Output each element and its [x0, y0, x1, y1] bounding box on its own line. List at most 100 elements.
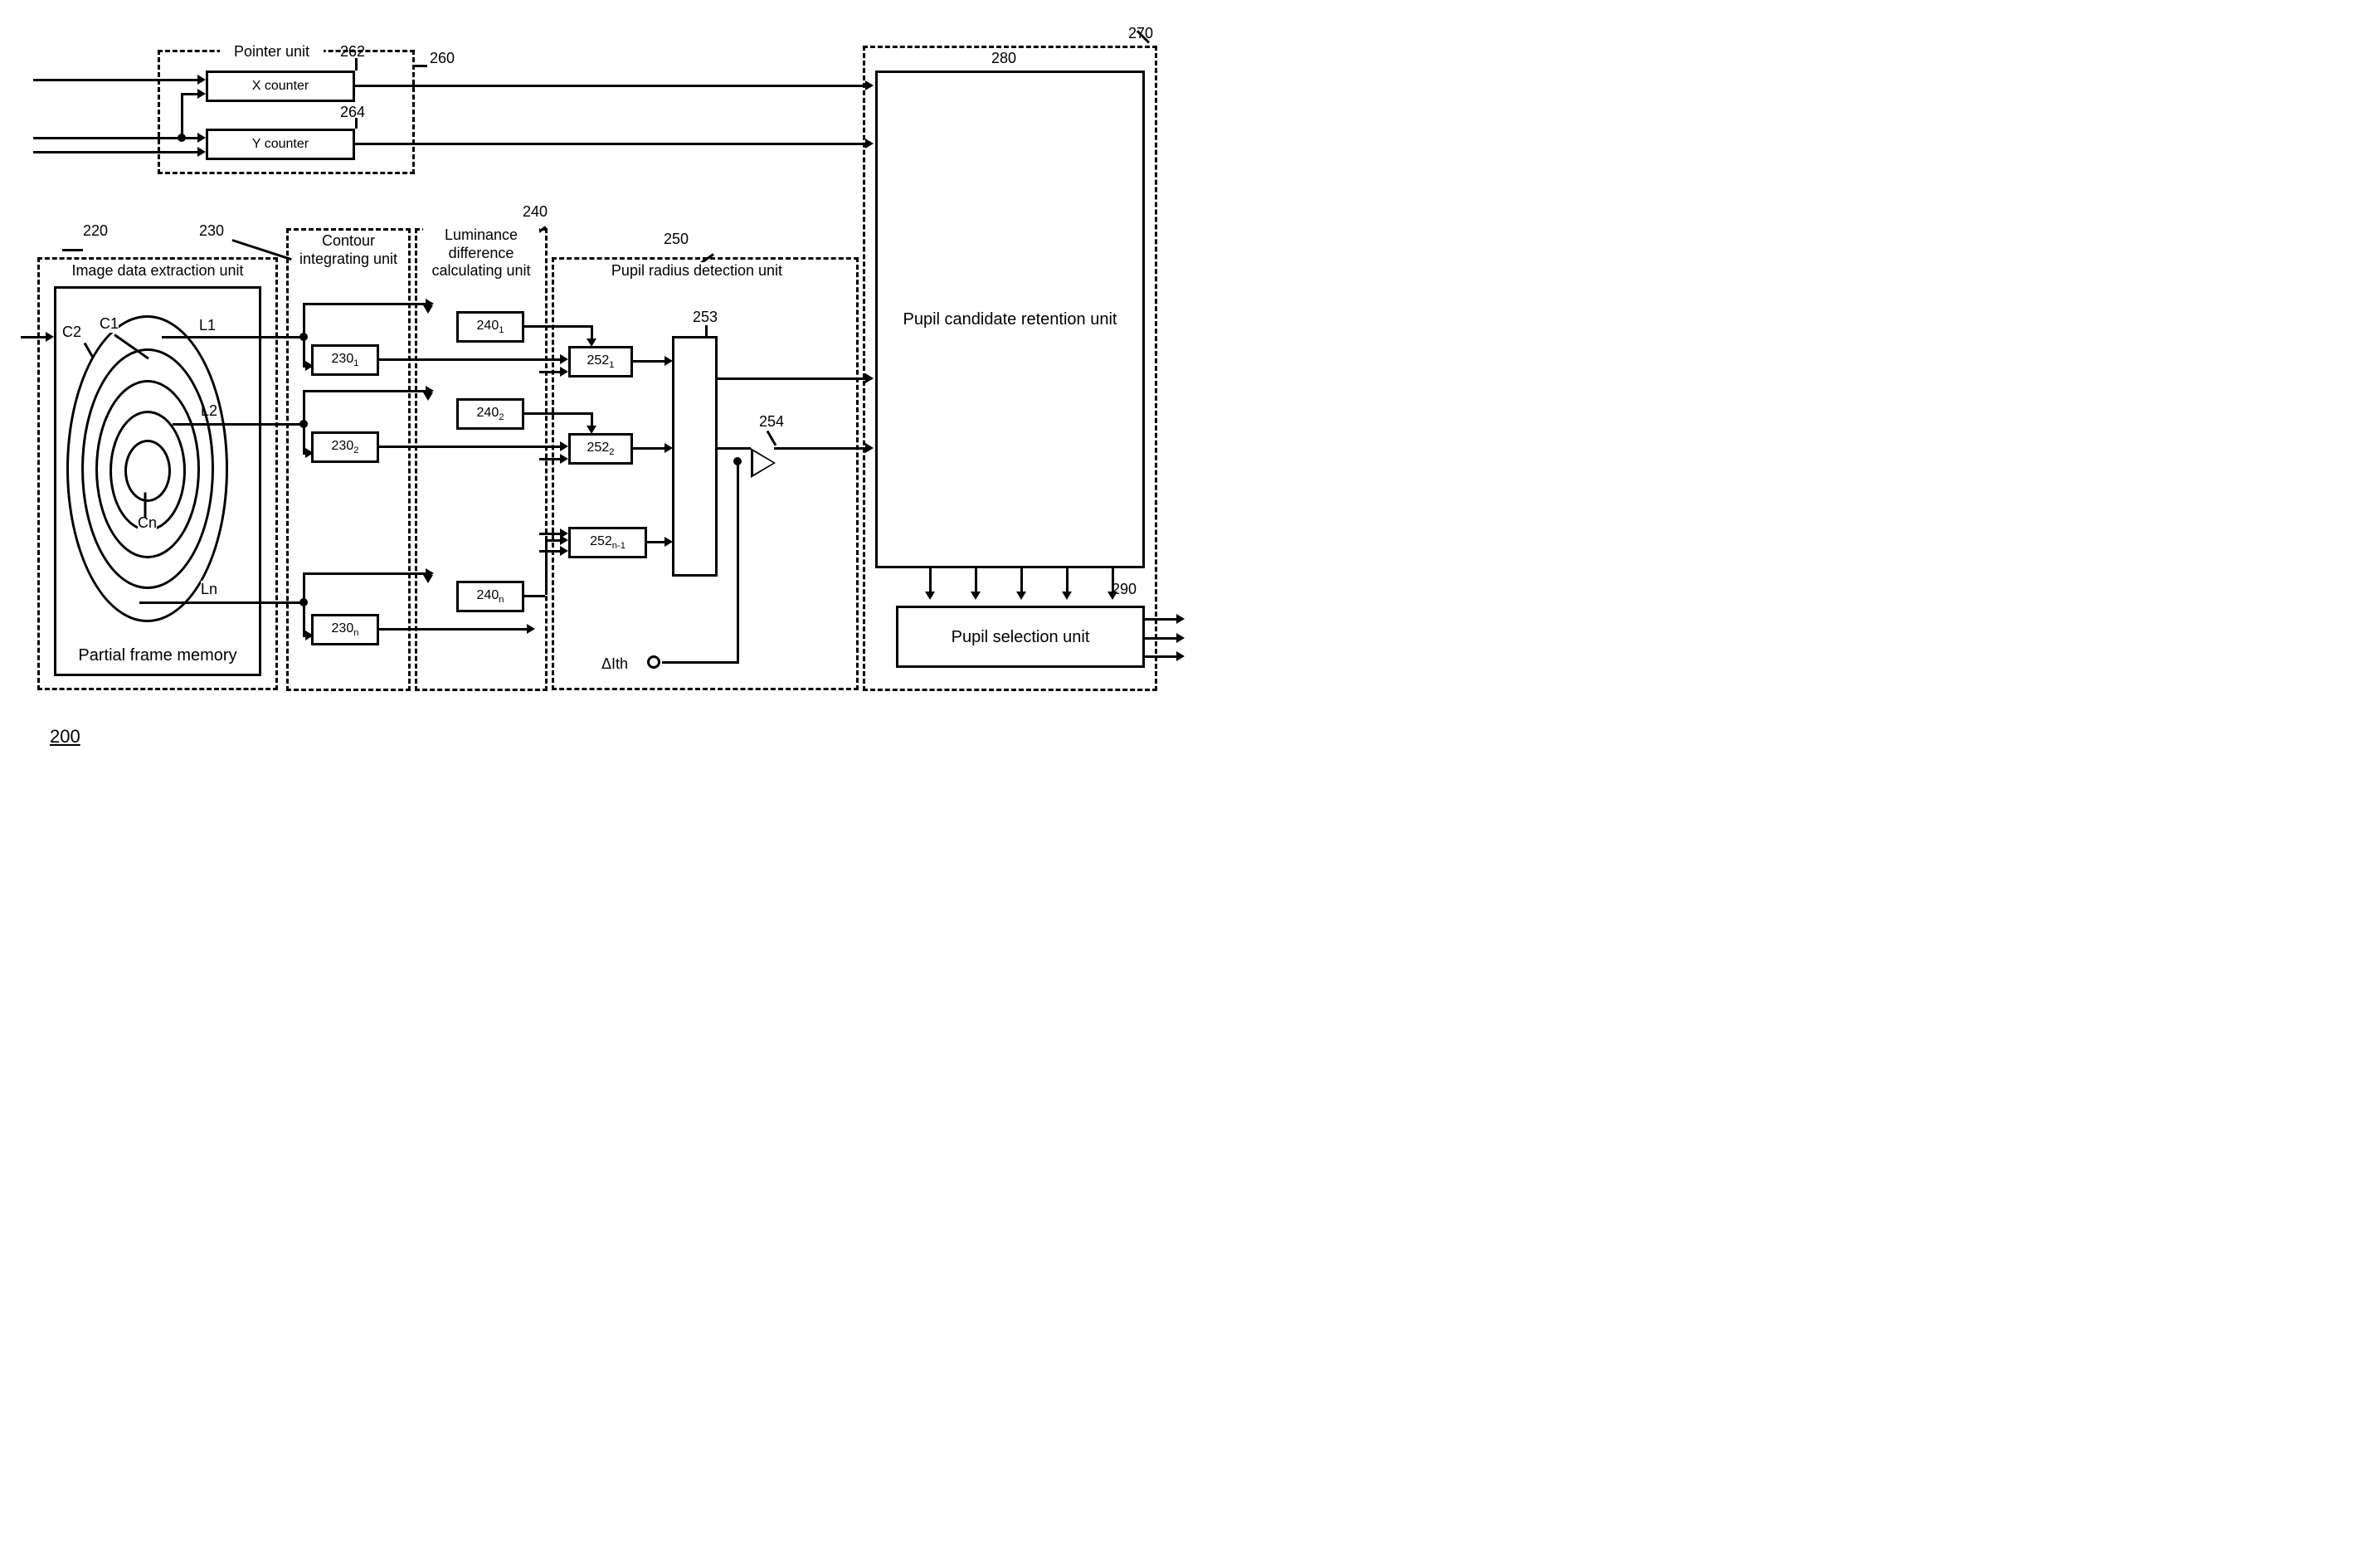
wire-to-ycounter-2: [33, 151, 199, 153]
ref-290: 290: [1112, 581, 1137, 598]
w-230-240-1c: [427, 303, 430, 307]
w-252-n1-in1: [539, 533, 562, 535]
w-230-240-nb: [303, 572, 427, 575]
w-253-to-amp: [718, 447, 751, 450]
wire-to-xcounter-1: [33, 79, 199, 81]
w-280-290-2: [975, 568, 977, 593]
wire-ln-c: [303, 635, 307, 637]
diagram-canvas: Pointer unit 262 260 X counter 264 Y cou…: [17, 17, 1197, 801]
w-230n-out: [379, 628, 528, 631]
w-240n-out-a: [524, 595, 545, 597]
delta-ith-node: [647, 655, 660, 669]
w-2522-253: [633, 447, 666, 450]
ldr-cn: [144, 493, 147, 518]
w-252-n1-in2: [539, 550, 562, 553]
box-240-n: 240n: [456, 581, 524, 612]
box-252-n1: 252n-1: [568, 527, 647, 558]
w-252n1-253: [647, 541, 666, 543]
lbl-230-n: 230n: [332, 621, 359, 638]
lbl-l2: L2: [201, 402, 217, 420]
lbl-240-2: 2402: [477, 406, 504, 422]
ref-280: 280: [991, 50, 1016, 67]
w-240n-out-b: [545, 539, 548, 595]
y-counter: Y counter: [206, 129, 355, 160]
w-252-1-in2: [539, 371, 562, 373]
lbl-252-n1: 252n-1: [590, 534, 626, 551]
diagram-id: 200: [50, 726, 80, 747]
pointer-unit-title: Pointer unit: [220, 43, 324, 61]
memory-label: Partial frame memory: [78, 645, 236, 665]
w-dith-a: [662, 661, 737, 664]
w-290-out-1: [1145, 618, 1178, 621]
wire-ln-b: [303, 601, 305, 635]
wire-ln-a: [139, 601, 303, 604]
contour-int-title: Contour integrating unit: [295, 232, 402, 268]
wire-tap-y-to-x: [181, 93, 183, 139]
w-253-out-top: [718, 377, 867, 380]
leader-253: [705, 325, 708, 336]
box-230-n: 230n: [311, 614, 379, 645]
w-amp-out: [774, 447, 867, 450]
ref-260: 260: [430, 50, 455, 67]
lbl-c2: C2: [62, 324, 81, 341]
wire-x-to-280: [355, 85, 867, 87]
lumdiff-title: Luminance difference calculating unit: [423, 226, 539, 280]
x-counter-label: X counter: [252, 79, 309, 94]
wire-l2-c: [303, 452, 307, 455]
leader-262: [355, 58, 358, 71]
ref-220: 220: [83, 222, 108, 240]
ellipse-cn: [124, 440, 171, 502]
lbl-252-2: 2522: [587, 441, 615, 457]
box-230-2: 2302: [311, 431, 379, 463]
ref-264: 264: [340, 104, 365, 121]
amp-254: [751, 448, 776, 478]
w-280-290-3: [1020, 568, 1023, 593]
ref-240: 240: [523, 203, 548, 221]
lbl-252-1: 2521: [587, 353, 615, 370]
lbl-l1: L1: [199, 317, 216, 334]
dot-dith: [733, 457, 742, 465]
retention-title: Pupil candidate retention unit: [903, 309, 1117, 330]
wire-to-xcounter-2: [181, 93, 199, 95]
selection-label: Pupil selection unit: [952, 627, 1090, 647]
lumdiff-box: [415, 228, 548, 691]
wire-l1-c: [303, 365, 307, 368]
lbl-c1: C1: [100, 315, 119, 333]
box-290: Pupil selection unit: [896, 606, 1145, 668]
w-280-290-4: [1066, 568, 1069, 593]
lbl-230-2: 2302: [332, 439, 359, 455]
w-290-out-2: [1145, 637, 1178, 640]
w-2301-out: [379, 358, 562, 361]
box-252-1: 2521: [568, 346, 633, 377]
box-253: [672, 336, 718, 577]
ref-254: 254: [759, 413, 784, 431]
leader-264: [355, 118, 358, 129]
leader-220: [62, 249, 83, 251]
box-240-1: 2401: [456, 311, 524, 343]
w-dith-b: [737, 460, 739, 664]
ref-230: 230: [199, 222, 224, 240]
w-252-2-in2: [539, 458, 562, 460]
lbl-240-1: 2401: [477, 319, 504, 335]
wire-to-ycounter-1: [33, 137, 199, 139]
wire-y-to-280: [355, 143, 867, 145]
w-2521-253: [633, 360, 666, 363]
leader-260: [415, 65, 427, 67]
box-252-2: 2522: [568, 433, 633, 465]
w-280-290-1: [929, 568, 932, 593]
lbl-240-n: 240n: [477, 588, 504, 605]
w-230-240-2b: [303, 390, 427, 392]
dot-tap: [178, 134, 186, 142]
w-230-240-nc: [427, 572, 430, 577]
lbl-delta-ith: ΔIth: [601, 655, 628, 673]
image-extraction-title: Image data extraction unit: [46, 262, 270, 280]
box-240-2: 2402: [456, 398, 524, 430]
wire-into-220: [21, 336, 47, 338]
lbl-ln: Ln: [201, 581, 217, 598]
ref-250: 250: [664, 231, 689, 248]
box-230-1: 2301: [311, 344, 379, 376]
lbl-cn: Cn: [138, 514, 157, 532]
ref-262: 262: [340, 43, 365, 61]
w-230-240-1a: [303, 303, 305, 336]
pupil-radius-title: Pupil radius detection unit: [581, 262, 813, 280]
